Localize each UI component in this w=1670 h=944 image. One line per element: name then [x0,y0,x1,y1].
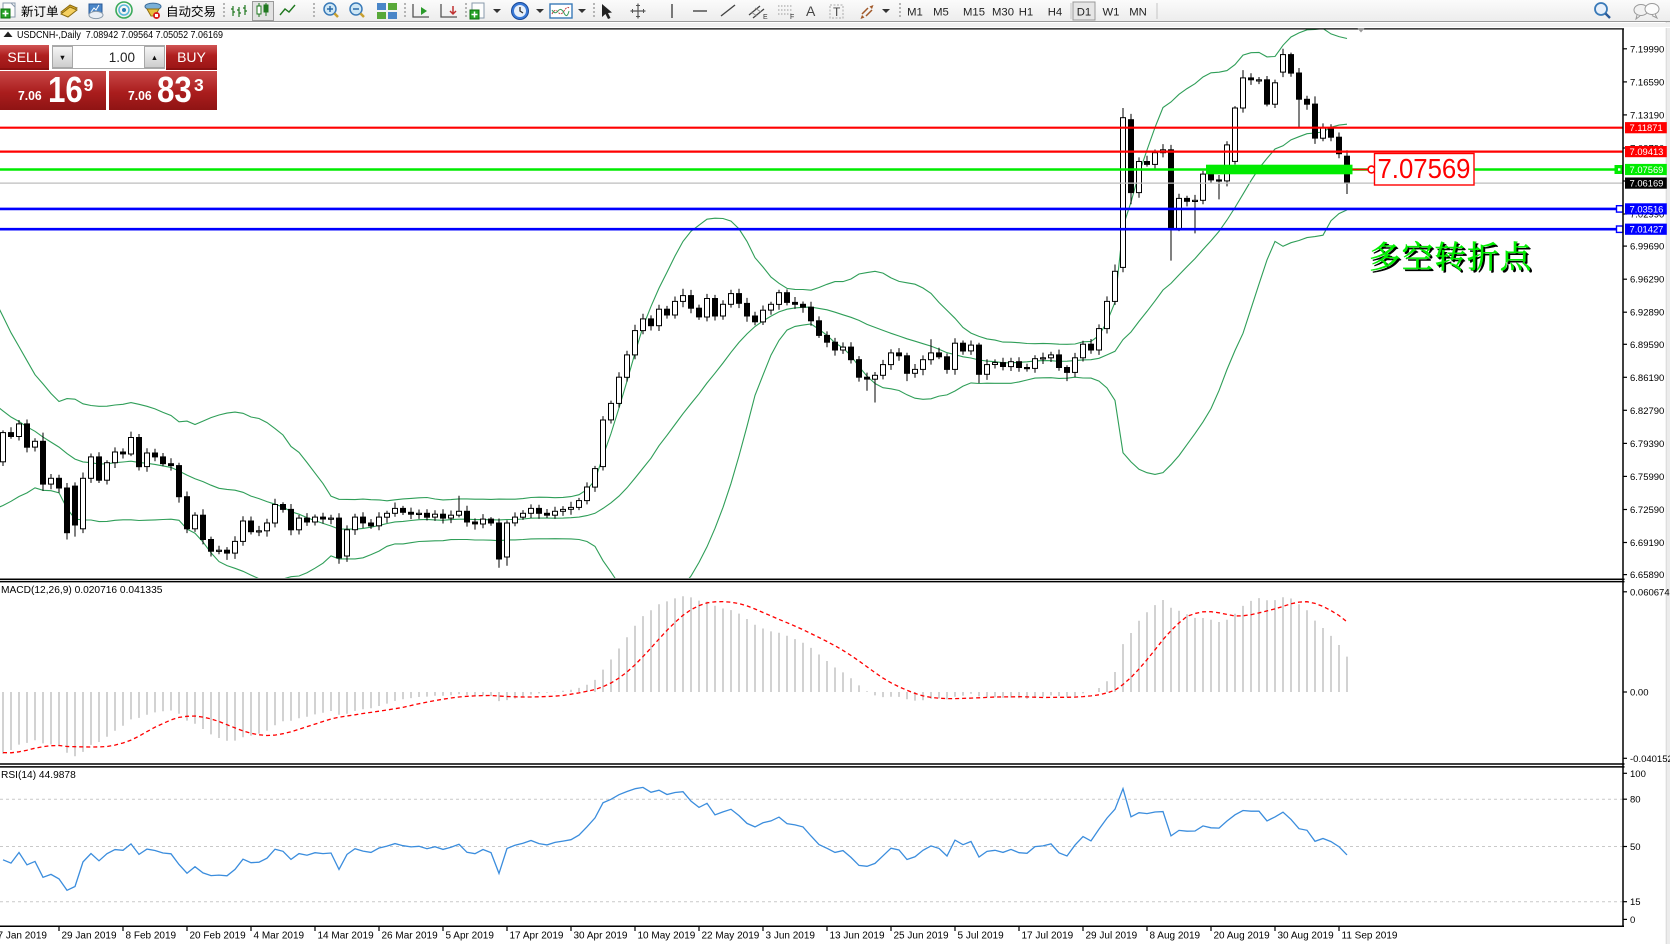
svg-text:15: 15 [1630,897,1641,908]
svg-text:0: 0 [1630,915,1635,926]
svg-text:7.11871: 7.11871 [1630,122,1663,133]
svg-text:29 Jul 2019: 29 Jul 2019 [1086,931,1138,942]
svg-text:6.72590: 6.72590 [1630,505,1664,516]
svg-text:F: F [790,14,794,21]
svg-text:50: 50 [1630,842,1641,853]
svg-text:6.69190: 6.69190 [1630,538,1664,549]
svg-text:E: E [763,14,768,21]
svg-text:8 Feb 2019: 8 Feb 2019 [126,931,177,942]
svg-text:100: 100 [1630,769,1646,780]
svg-text:26 Mar 2019: 26 Mar 2019 [382,931,439,942]
svg-text:11 Sep 2019: 11 Sep 2019 [1342,931,1398,942]
svg-text:3 Jun 2019: 3 Jun 2019 [766,931,816,942]
svg-text:29 Jan 2019: 29 Jan 2019 [62,931,117,942]
svg-text:USDCNH-,Daily 7.08942 7.09564: USDCNH-,Daily 7.08942 7.09564 7.05052 7.… [17,30,223,41]
svg-text:T: T [833,5,841,19]
svg-text:7.01427: 7.01427 [1630,224,1664,235]
svg-text:17 Apr 2019: 17 Apr 2019 [510,931,564,942]
svg-text:RSI(14) 44.9878: RSI(14) 44.9878 [1,770,76,781]
svg-text:MACD(12,26,9) 0.020716 0.04133: MACD(12,26,9) 0.020716 0.041335 [1,585,163,596]
svg-text:0.060674: 0.060674 [1630,587,1670,598]
svg-text:H1: H1 [1019,7,1033,19]
svg-text:6.86190: 6.86190 [1630,373,1664,384]
svg-text:MN: MN [1129,7,1147,19]
svg-text:7.09413: 7.09413 [1630,146,1664,157]
svg-text:M15: M15 [963,7,985,19]
svg-text:80: 80 [1630,795,1641,806]
svg-text:14 Mar 2019: 14 Mar 2019 [318,931,375,942]
svg-text:7.16590: 7.16590 [1630,77,1664,88]
svg-text:6.79390: 6.79390 [1630,439,1664,450]
svg-text:7 Jan 2019: 7 Jan 2019 [0,931,47,942]
svg-text:6.96290: 6.96290 [1630,275,1664,286]
svg-text:30 Apr 2019: 30 Apr 2019 [574,931,628,942]
svg-text:7.13190: 7.13190 [1630,110,1664,121]
svg-text:7.19990: 7.19990 [1630,44,1664,55]
svg-text:10 May 2019: 10 May 2019 [638,931,696,942]
svg-text:6.65890: 6.65890 [1630,570,1664,581]
svg-text:25 Jun 2019: 25 Jun 2019 [894,931,949,942]
svg-text:M1: M1 [907,7,923,19]
svg-text:5 Apr 2019: 5 Apr 2019 [446,931,495,942]
svg-text:7.02990: 7.02990 [1630,210,1664,221]
svg-text:8 Aug 2019: 8 Aug 2019 [1150,931,1201,942]
svg-text:M30: M30 [992,7,1014,19]
svg-text:4 Mar 2019: 4 Mar 2019 [254,931,305,942]
svg-text:0.00: 0.00 [1630,688,1649,699]
svg-text:6.92890: 6.92890 [1630,308,1664,319]
svg-text:30 Aug 2019: 30 Aug 2019 [1278,931,1335,942]
svg-text:7.07569: 7.07569 [1630,164,1664,175]
svg-text:7.06169: 7.06169 [1630,178,1664,189]
svg-text:22 May 2019: 22 May 2019 [702,931,760,942]
svg-text:6.89590: 6.89590 [1630,340,1664,351]
svg-text:7.07569: 7.07569 [1378,153,1471,184]
svg-text:20 Aug 2019: 20 Aug 2019 [1214,931,1271,942]
svg-text:M5: M5 [933,7,949,19]
svg-text:H4: H4 [1048,7,1062,19]
svg-text:13 Jun 2019: 13 Jun 2019 [830,931,885,942]
svg-text:5 Jul 2019: 5 Jul 2019 [958,931,1005,942]
svg-text:6.82790: 6.82790 [1630,406,1664,417]
svg-text:6.75990: 6.75990 [1630,472,1664,483]
svg-text:W1: W1 [1103,7,1120,19]
svg-text:17 Jul 2019: 17 Jul 2019 [1022,931,1074,942]
svg-text:6.99690: 6.99690 [1630,242,1664,253]
svg-text:7.03516: 7.03516 [1630,203,1664,214]
svg-text:D1: D1 [1077,7,1091,19]
svg-text:-0.040152: -0.040152 [1630,754,1670,765]
svg-text:20 Feb 2019: 20 Feb 2019 [190,931,247,942]
svg-text:A: A [806,3,816,19]
